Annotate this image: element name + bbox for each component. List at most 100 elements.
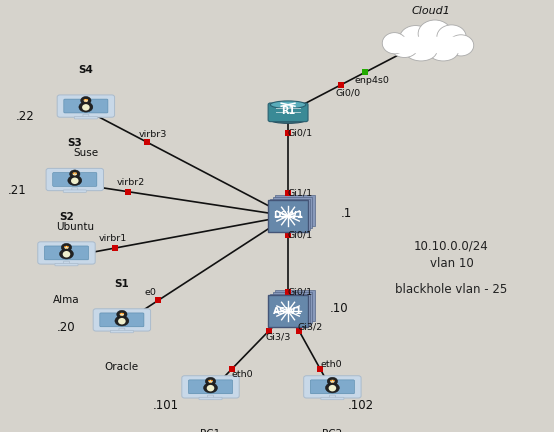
- Ellipse shape: [437, 25, 466, 48]
- Ellipse shape: [330, 380, 335, 383]
- Text: Gi0/1: Gi0/1: [288, 288, 313, 296]
- Text: S1: S1: [115, 279, 129, 289]
- Ellipse shape: [84, 99, 88, 102]
- Circle shape: [120, 313, 121, 314]
- Ellipse shape: [382, 33, 407, 54]
- FancyBboxPatch shape: [74, 117, 98, 119]
- Ellipse shape: [270, 101, 306, 108]
- Text: S2: S2: [59, 212, 74, 222]
- FancyBboxPatch shape: [273, 292, 312, 323]
- Ellipse shape: [270, 117, 306, 124]
- Text: .22: .22: [16, 110, 34, 123]
- Text: Gi3/2: Gi3/2: [297, 323, 323, 332]
- Text: PC2: PC2: [322, 429, 342, 432]
- Circle shape: [117, 310, 127, 318]
- Text: .102: .102: [347, 399, 373, 412]
- FancyBboxPatch shape: [393, 37, 468, 53]
- Text: .101: .101: [152, 399, 178, 412]
- FancyBboxPatch shape: [273, 197, 312, 228]
- Ellipse shape: [203, 383, 218, 393]
- Text: Suse: Suse: [73, 148, 99, 158]
- FancyBboxPatch shape: [100, 313, 144, 327]
- Ellipse shape: [73, 172, 77, 175]
- Circle shape: [330, 380, 332, 381]
- Text: S4: S4: [79, 65, 93, 75]
- Ellipse shape: [82, 104, 90, 111]
- Circle shape: [333, 380, 335, 381]
- Text: virbr2: virbr2: [116, 178, 145, 187]
- Text: Oracle: Oracle: [105, 362, 139, 372]
- Text: 10.10.0.0/24: 10.10.0.0/24: [414, 240, 489, 253]
- FancyBboxPatch shape: [304, 376, 361, 398]
- FancyBboxPatch shape: [93, 309, 151, 331]
- Circle shape: [84, 99, 85, 101]
- Text: eth0: eth0: [320, 360, 342, 369]
- Text: ASW1: ASW1: [273, 307, 303, 315]
- Circle shape: [70, 170, 80, 178]
- Ellipse shape: [448, 35, 474, 56]
- Ellipse shape: [208, 380, 213, 383]
- Text: Cloud1: Cloud1: [412, 6, 450, 16]
- Text: .21: .21: [8, 184, 27, 197]
- FancyBboxPatch shape: [57, 95, 115, 117]
- Wedge shape: [74, 174, 75, 175]
- FancyBboxPatch shape: [188, 380, 233, 394]
- FancyBboxPatch shape: [55, 264, 78, 266]
- Ellipse shape: [64, 246, 69, 249]
- Text: e0: e0: [145, 289, 157, 298]
- Circle shape: [206, 377, 216, 385]
- Text: S3: S3: [68, 138, 82, 148]
- FancyBboxPatch shape: [199, 397, 222, 400]
- FancyBboxPatch shape: [310, 380, 355, 394]
- Text: virbr1: virbr1: [98, 234, 126, 243]
- Text: .10: .10: [330, 302, 349, 315]
- Circle shape: [64, 246, 66, 247]
- Text: virbr3: virbr3: [139, 130, 167, 139]
- Text: PC1: PC1: [201, 429, 220, 432]
- FancyBboxPatch shape: [53, 172, 97, 186]
- Wedge shape: [66, 248, 67, 249]
- FancyBboxPatch shape: [72, 188, 78, 192]
- FancyBboxPatch shape: [63, 190, 86, 192]
- Text: .20: .20: [57, 321, 75, 334]
- FancyBboxPatch shape: [268, 103, 308, 122]
- FancyBboxPatch shape: [270, 294, 310, 325]
- Text: vlan 10: vlan 10: [430, 257, 473, 270]
- Ellipse shape: [207, 385, 214, 391]
- Ellipse shape: [399, 25, 432, 51]
- FancyBboxPatch shape: [321, 397, 344, 400]
- Ellipse shape: [418, 20, 452, 48]
- FancyBboxPatch shape: [119, 328, 125, 332]
- FancyBboxPatch shape: [182, 376, 239, 398]
- Circle shape: [67, 246, 69, 247]
- Wedge shape: [121, 314, 122, 316]
- FancyBboxPatch shape: [64, 99, 108, 113]
- Wedge shape: [210, 381, 211, 383]
- FancyBboxPatch shape: [38, 242, 95, 264]
- Text: Ubuntu: Ubuntu: [56, 222, 94, 232]
- FancyBboxPatch shape: [268, 200, 308, 232]
- Text: Gi1/1: Gi1/1: [288, 189, 313, 198]
- Circle shape: [122, 313, 124, 314]
- Wedge shape: [85, 101, 86, 102]
- Circle shape: [75, 172, 77, 174]
- Ellipse shape: [71, 178, 79, 184]
- Circle shape: [81, 96, 91, 105]
- Ellipse shape: [63, 251, 70, 257]
- Text: Gi3/3: Gi3/3: [266, 332, 291, 341]
- Text: Alma: Alma: [53, 295, 80, 305]
- FancyBboxPatch shape: [44, 246, 89, 260]
- FancyBboxPatch shape: [208, 395, 213, 399]
- FancyBboxPatch shape: [64, 261, 69, 265]
- FancyBboxPatch shape: [268, 295, 308, 327]
- Ellipse shape: [428, 41, 459, 61]
- Text: eth0: eth0: [231, 370, 253, 379]
- FancyBboxPatch shape: [275, 195, 315, 226]
- Ellipse shape: [325, 383, 340, 393]
- Text: enp4s0: enp4s0: [355, 76, 389, 85]
- Ellipse shape: [118, 318, 126, 324]
- Circle shape: [73, 172, 74, 174]
- Text: blackhole vlan - 25: blackhole vlan - 25: [396, 283, 507, 296]
- FancyBboxPatch shape: [330, 395, 335, 399]
- Text: DSW1: DSW1: [273, 212, 303, 220]
